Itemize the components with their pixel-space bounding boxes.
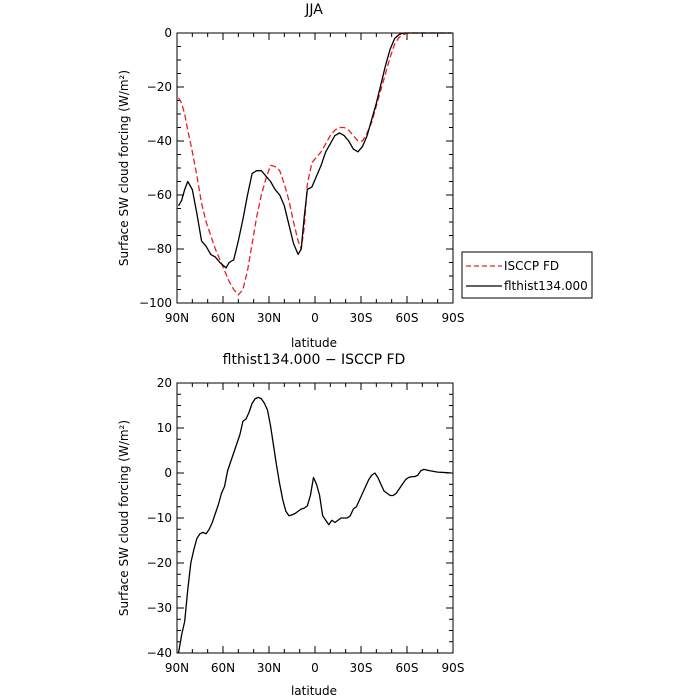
y-tick-label-bottom: 10	[157, 421, 172, 435]
panel-top-ylabel: Surface SW cloud forcing (W/m²)	[117, 70, 131, 266]
series-line-bottom-0	[177, 396, 452, 654]
series-line-top-0	[177, 32, 452, 296]
y-tick-label-bottom: −40	[147, 646, 172, 660]
x-tick-label-bottom: 0	[311, 661, 319, 675]
x-tick-label-bottom: 90S	[442, 661, 465, 675]
legend: ISCCP FD flthist134.000	[461, 251, 593, 299]
x-tick-label-top: 30S	[350, 311, 373, 325]
y-tick-label-top: −60	[147, 188, 172, 202]
x-tick-label-bottom: 60N	[211, 661, 235, 675]
legend-label-model: flthist134.000	[504, 279, 588, 293]
y-tick-label-top: −20	[147, 80, 172, 94]
y-tick-label-bottom: 0	[164, 466, 172, 480]
y-tick-label-bottom: 20	[157, 376, 172, 390]
x-tick-label-top: 60S	[396, 311, 419, 325]
y-tick-label-bottom: −10	[147, 511, 172, 525]
panel-bottom-ylabel: Surface SW cloud forcing (W/m²)	[117, 420, 131, 616]
x-tick-label-top: 90N	[165, 311, 189, 325]
y-tick-label-top: −100	[139, 296, 172, 310]
panel-bottom-title: flthist134.000 − ISCCP FD	[223, 352, 406, 368]
panel-top-title: JJA	[304, 2, 323, 18]
panel-bottom-xlabel: latitude	[291, 684, 337, 698]
y-tick-label-top: −40	[147, 134, 172, 148]
x-tick-label-bottom: 30N	[257, 661, 281, 675]
x-tick-label-bottom: 30S	[350, 661, 373, 675]
y-tick-label-top: −80	[147, 242, 172, 256]
x-tick-label-top: 90S	[442, 311, 465, 325]
series-line-top-1	[177, 32, 452, 269]
y-tick-label-bottom: −30	[147, 601, 172, 615]
legend-label-isccp: ISCCP FD	[504, 259, 559, 273]
panel-bottom: flthist134.000 − ISCCP FD latitude Surfa…	[117, 352, 464, 698]
legend-box	[461, 251, 593, 299]
x-tick-label-bottom: 90N	[165, 661, 189, 675]
panel-top-xlabel: latitude	[291, 336, 337, 350]
x-tick-label-top: 60N	[211, 311, 235, 325]
x-tick-label-bottom: 60S	[396, 661, 419, 675]
x-tick-label-top: 0	[311, 311, 319, 325]
x-tick-label-top: 30N	[257, 311, 281, 325]
y-tick-label-top: 0	[164, 26, 172, 40]
panel-top: JJA latitude Surface SW cloud forcing (W…	[117, 2, 464, 350]
y-tick-label-bottom: −20	[147, 556, 172, 570]
